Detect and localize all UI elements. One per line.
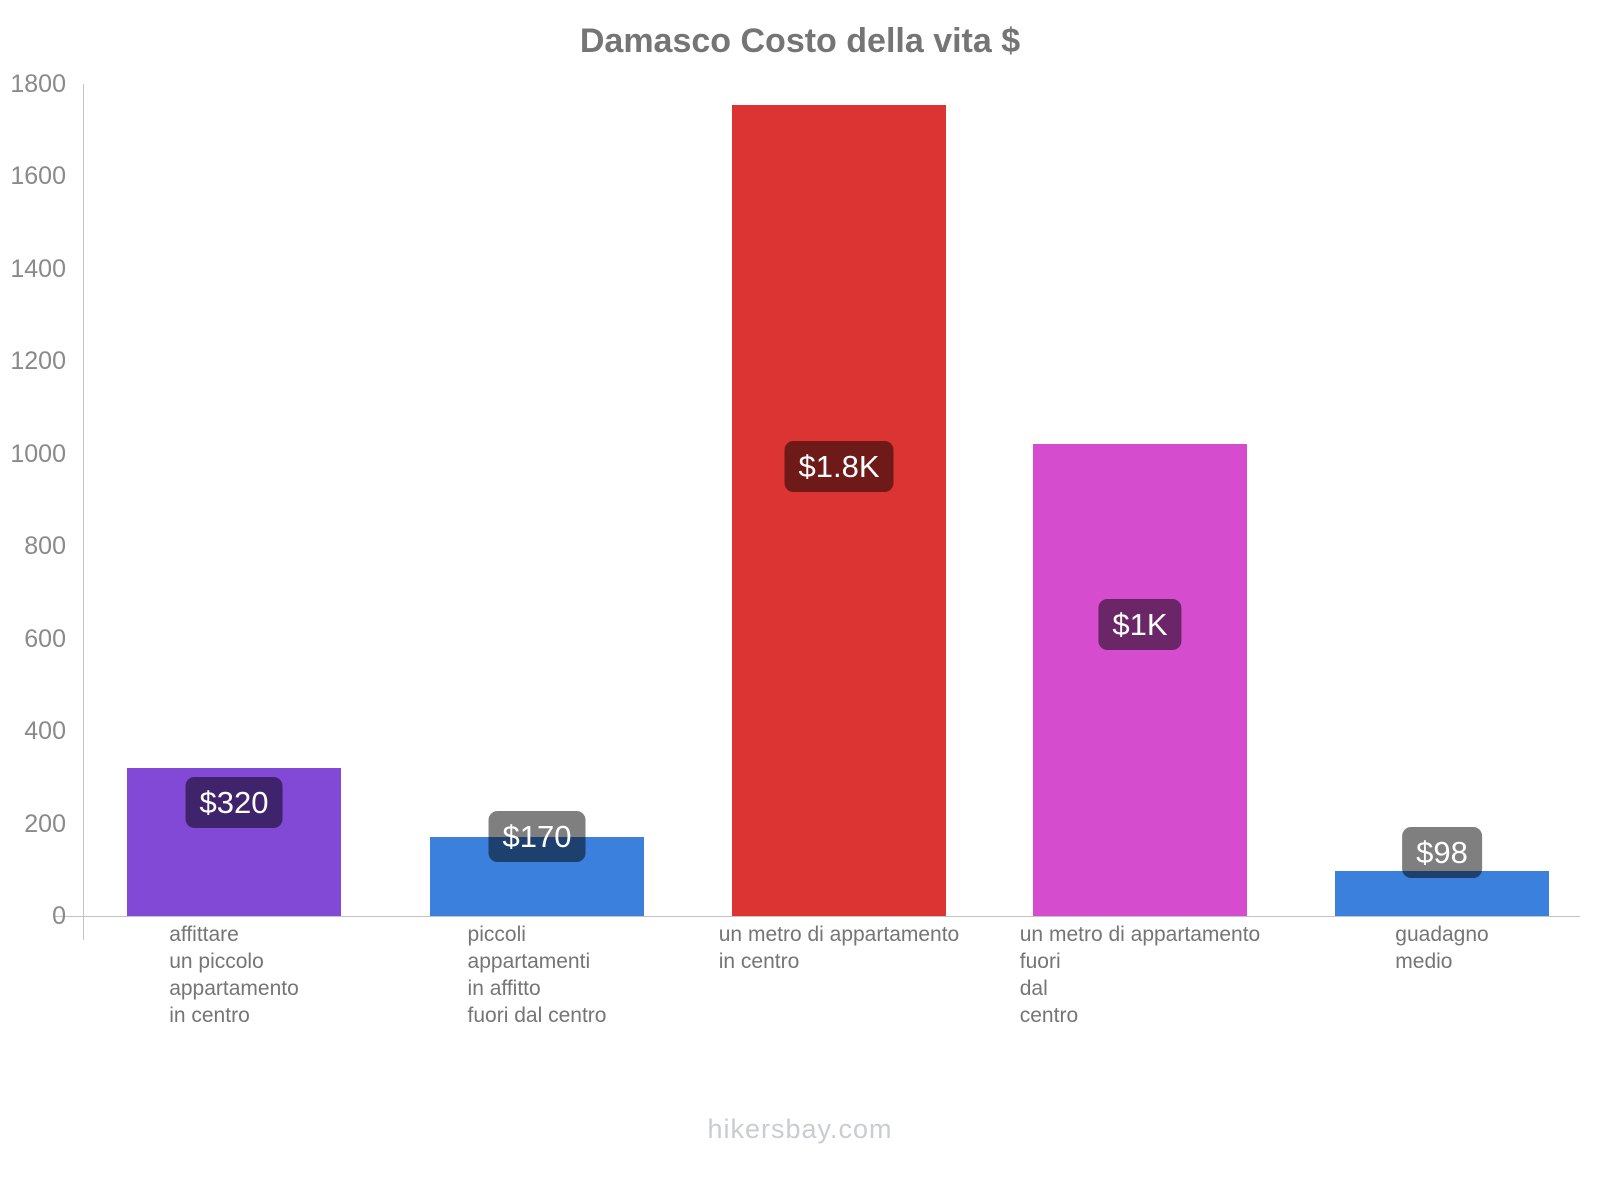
x-axis-category-label: guadagno medio [1395, 921, 1488, 975]
x-axis-label-line: in centro [718, 950, 800, 973]
bar-value-badge: $1K [1098, 599, 1182, 651]
bar[interactable] [1335, 871, 1549, 916]
y-axis-tick-label: 400 [24, 717, 66, 745]
x-axis-label-line: un metro di appartamento [718, 923, 960, 946]
x-axis-category-label: un metro di appartamento fuori dal centro [1020, 921, 1260, 1029]
x-axis-label-line: affittare [169, 923, 239, 946]
x-axis-label-line: piccoli [467, 923, 526, 946]
x-axis-category-label: un metro di appartamento in centro [719, 921, 959, 975]
y-axis-tick-label: 1600 [10, 162, 66, 190]
x-axis-label-line: appartamento [169, 977, 299, 1000]
bar-value-badge: $320 [185, 777, 283, 829]
footer-watermark: hikersbay.com [707, 1114, 893, 1144]
x-axis-label-line: appartamenti [467, 950, 591, 973]
x-axis-label-line: dal [1019, 977, 1048, 1000]
y-axis-tick-label: 800 [24, 532, 66, 560]
x-axis-label-line: guadagno [1395, 923, 1489, 946]
x-axis-label-line: in centro [169, 1004, 250, 1027]
x-axis-category-label: piccoli appartamenti in affitto fuori dal c… [468, 921, 607, 1029]
y-axis-tick-label: 0 [52, 902, 66, 930]
x-axis-label-line: un metro di appartamento [1019, 923, 1261, 946]
y-axis-line [83, 84, 84, 940]
chart-title: Damasco Costo della vita $ [579, 22, 1021, 60]
y-axis-tick-label: 600 [24, 625, 66, 653]
bar-value-badge: $170 [488, 811, 586, 863]
x-axis-label-line: un piccolo [169, 950, 264, 973]
x-axis-line [55, 916, 1580, 917]
x-axis-label-line: fuori dal centro [467, 1004, 607, 1027]
bar[interactable] [732, 105, 946, 916]
y-axis-tick-label: 200 [24, 810, 66, 838]
x-axis-label-line: centro [1019, 1004, 1079, 1027]
x-axis-label-line: fuori [1019, 950, 1061, 973]
bar-value-badge: $1.8K [784, 441, 894, 493]
y-axis-tick-label: 1800 [10, 70, 66, 98]
x-axis-category-label: affittare un piccolo appartamento in centro [169, 921, 299, 1029]
x-axis-label-line: in affitto [467, 977, 541, 1000]
y-axis-tick-label: 1200 [10, 347, 66, 375]
bar[interactable] [1033, 444, 1247, 916]
bar-value-badge: $98 [1402, 827, 1482, 879]
y-axis-tick-label: 1400 [10, 255, 66, 283]
y-axis-tick-label: 1000 [10, 440, 66, 468]
x-axis-label-line: medio [1395, 950, 1453, 973]
